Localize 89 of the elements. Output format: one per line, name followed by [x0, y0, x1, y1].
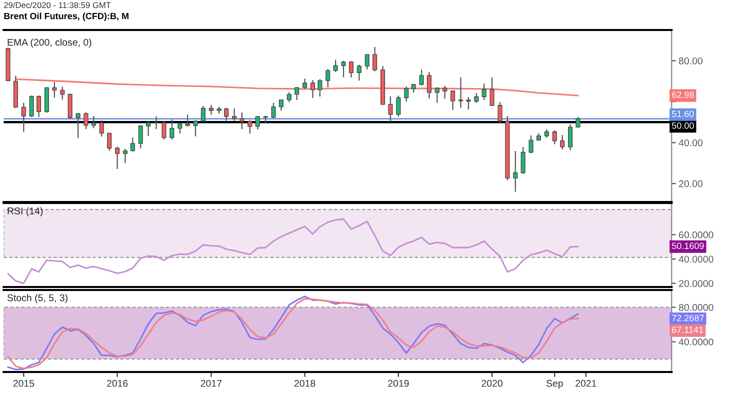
candlestick — [450, 90, 456, 111]
y-tick-label: 80.0000 — [678, 304, 714, 311]
annotation: RSI (14) — [8, 207, 43, 216]
y-tick-label: 20.0000 — [679, 280, 714, 287]
candlestick — [474, 92, 479, 104]
candlestick — [44, 86, 50, 114]
x-tick-label: 2020 — [482, 380, 502, 387]
x-tick-label: 2019 — [388, 380, 409, 387]
candlestick — [318, 78, 322, 98]
candlestick — [255, 116, 260, 130]
text: 29/Dec/2020 - 11:38:59 GMT — [4, 2, 111, 8]
candlestick — [388, 96, 393, 122]
candlestick — [442, 85, 448, 100]
candlestick — [404, 86, 409, 102]
x-tick-label: 2016 — [106, 380, 128, 387]
chart-title: Brent Oil Futures, (CFD):B, M — [4, 12, 128, 22]
candlestick — [286, 92, 292, 103]
candlestick — [240, 112, 244, 130]
candlestick — [29, 94, 34, 118]
candlestick — [348, 60, 354, 78]
candlestick — [170, 119, 174, 140]
y-tick-label: 80.00 — [678, 57, 702, 64]
candlestick — [232, 108, 237, 122]
y-tick-label: 40.0000 — [678, 256, 714, 263]
x-tick-label: 2021 — [576, 380, 596, 387]
x-tick-label: 2018 — [294, 380, 316, 387]
candlestick — [248, 120, 252, 134]
candlestick — [91, 115, 96, 129]
candlestick — [122, 148, 128, 164]
candlestick — [568, 124, 573, 151]
candlestick — [560, 134, 565, 150]
candlestick — [310, 80, 316, 99]
x-tick-label: 2015 — [13, 380, 34, 387]
candlestick — [498, 102, 502, 124]
candlestick — [466, 96, 471, 110]
text: 62.98 — [672, 92, 694, 98]
candlestick — [302, 78, 308, 90]
candlestick — [99, 120, 104, 138]
y-tick-label: 40.0000 — [678, 338, 714, 346]
candlestick — [458, 76, 464, 108]
candlestick — [333, 59, 338, 73]
candlestick — [36, 94, 42, 118]
candlestick — [193, 120, 198, 137]
line-series — [7, 218, 579, 284]
candlestick — [341, 60, 346, 78]
candlestick — [520, 146, 526, 175]
candlestick — [224, 107, 229, 122]
candlestick — [208, 104, 214, 116]
x-tick-label: 2017 — [200, 380, 222, 387]
ref-line-label: 51.60 — [672, 110, 694, 118]
candlestick — [482, 82, 486, 101]
candlestick — [294, 86, 300, 101]
y-tick-label: 60.0000 — [679, 231, 714, 238]
candlestick — [513, 150, 518, 192]
candlestick — [60, 86, 65, 100]
candlestick — [426, 71, 432, 99]
text: 72.2687 — [672, 314, 704, 322]
candlestick — [76, 112, 80, 139]
candlestick — [372, 46, 378, 72]
candlestick — [52, 81, 57, 98]
ref-line-label: 50.00 — [672, 122, 694, 129]
y-tick-label: 20.00 — [679, 180, 702, 188]
candlestick — [146, 120, 151, 137]
candlestick — [84, 112, 88, 130]
text: 67.1141 — [672, 326, 704, 334]
candlestick — [552, 130, 557, 145]
candlestick — [115, 146, 120, 170]
candlestick — [326, 68, 330, 88]
candlestick — [130, 136, 135, 152]
candlestick — [21, 102, 26, 133]
candlestick — [434, 86, 440, 104]
text: 50.1609 — [672, 242, 704, 250]
candlestick — [419, 69, 424, 86]
annotation: EMA (200, close, 0) — [8, 38, 92, 48]
candlestick — [107, 132, 112, 152]
annotation: Stoch (5, 5, 3) — [7, 294, 68, 304]
candlestick — [528, 134, 534, 154]
candlestick — [162, 120, 166, 140]
candlestick — [271, 102, 276, 119]
y-tick-label: 40.00 — [678, 139, 702, 146]
candlestick — [356, 64, 362, 82]
candlestick — [364, 54, 370, 70]
candlestick — [396, 94, 401, 118]
candlestick — [200, 105, 206, 122]
candlestick — [68, 92, 72, 120]
candlestick — [138, 124, 143, 149]
candlestick — [490, 76, 494, 107]
x-tick-label: Sep — [546, 380, 563, 389]
candlestick — [278, 99, 284, 112]
